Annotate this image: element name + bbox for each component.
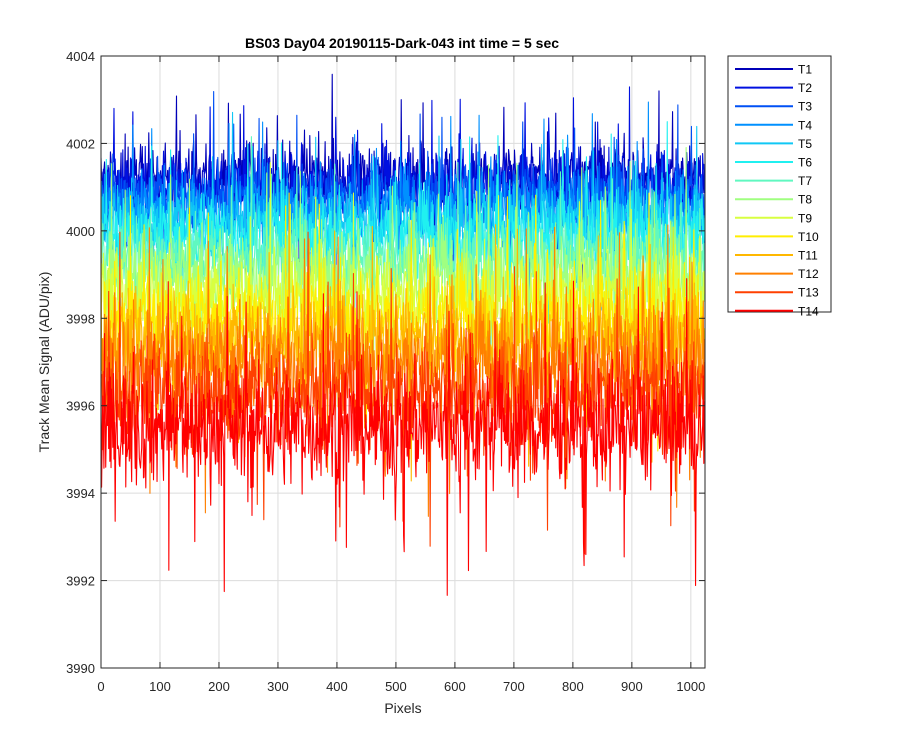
y-axis-label: Track Mean Signal (ADU/pix) bbox=[36, 272, 52, 453]
legend-label: T10 bbox=[798, 230, 819, 244]
legend-label: T14 bbox=[798, 304, 819, 318]
y-tick-label: 3998 bbox=[66, 311, 95, 326]
x-tick-label: 100 bbox=[149, 679, 171, 694]
legend: T1 T2 T3 T4 T5 T6 T7 T8 T9 T10 T11 T12 T13 T14 bbox=[727, 55, 832, 318]
series-line-t12 bbox=[101, 224, 705, 517]
legend-label: T12 bbox=[798, 267, 819, 281]
y-tick-label: 4004 bbox=[66, 49, 95, 64]
series-line-t14 bbox=[101, 278, 705, 596]
ticks: 0 100 200 300 400 500 600 700 800 900 1000 3990 3992… bbox=[66, 49, 705, 694]
y-tick-label: 3990 bbox=[66, 661, 95, 676]
legend-label: T9 bbox=[798, 211, 812, 225]
x-tick-label: 900 bbox=[621, 679, 643, 694]
x-tick-label: 300 bbox=[267, 679, 289, 694]
legend-label: T4 bbox=[798, 118, 812, 132]
y-tick-label: 3996 bbox=[66, 399, 95, 414]
x-axis-label: Pixels bbox=[384, 700, 421, 716]
x-tick-label: 600 bbox=[444, 679, 466, 694]
legend-label: T7 bbox=[798, 174, 812, 188]
x-tick-label: 500 bbox=[385, 679, 407, 694]
y-tick-label: 3994 bbox=[66, 486, 95, 501]
plot-area bbox=[101, 73, 705, 596]
y-tick-label: 3992 bbox=[66, 574, 95, 589]
x-tick-label: 700 bbox=[503, 679, 525, 694]
series-lines bbox=[101, 73, 705, 596]
legend-box bbox=[727, 55, 832, 313]
legend-label: T6 bbox=[798, 156, 812, 170]
legend-label: T5 bbox=[798, 137, 812, 151]
x-tick-label: 0 bbox=[97, 679, 104, 694]
chart-title: BS03 Day04 20190115-Dark-043 int time = … bbox=[245, 35, 559, 51]
legend-label: T2 bbox=[798, 81, 812, 95]
x-tick-label: 1000 bbox=[676, 679, 705, 694]
legend-label: T1 bbox=[798, 63, 812, 77]
axes-box bbox=[100, 55, 706, 669]
legend-label: T3 bbox=[798, 100, 812, 114]
legend-label: T8 bbox=[798, 193, 812, 207]
legend-label: T13 bbox=[798, 286, 819, 300]
legend-label: T11 bbox=[798, 249, 818, 263]
x-tick-label: 400 bbox=[326, 679, 348, 694]
y-tick-label: 4002 bbox=[66, 136, 95, 151]
x-tick-label: 200 bbox=[208, 679, 230, 694]
y-tick-label: 4000 bbox=[66, 224, 95, 239]
x-tick-label: 800 bbox=[562, 679, 584, 694]
